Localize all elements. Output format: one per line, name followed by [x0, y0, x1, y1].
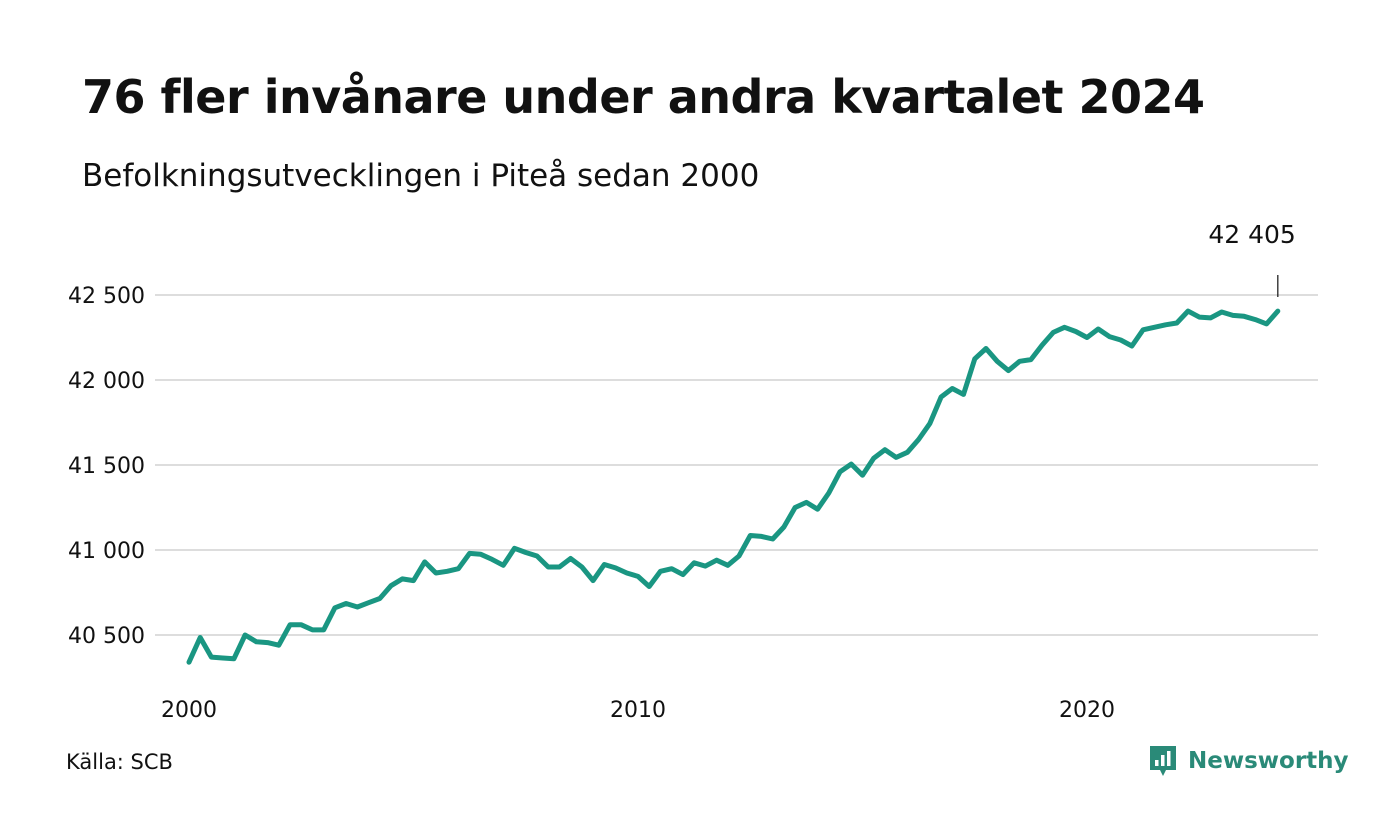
series-line [186, 308, 1281, 665]
brand-name: Newsworthy [1188, 748, 1349, 774]
chart-subtitle: Befolkningsutvecklingen i Piteå sedan 20… [82, 158, 760, 194]
y-axis-ticks: 40 500 41 000 41 500 42 000 42 500 [68, 284, 145, 649]
x-tick-label: 2020 [1059, 698, 1115, 723]
grid-layer [155, 294, 1318, 636]
y-tick-label: 41 000 [68, 539, 145, 564]
annotation-label: 42 405 [1208, 220, 1295, 249]
source-note: Källa: SCB [66, 750, 173, 774]
chart-title: 76 fler invånare under andra kvartalet 2… [82, 70, 1205, 124]
y-tick-label: 40 500 [68, 624, 145, 649]
y-tick-label: 42 000 [68, 369, 145, 394]
newsworthy-logo-icon [1150, 746, 1176, 776]
x-tick-label: 2000 [161, 698, 217, 723]
x-axis-ticks: 2000 2010 2020 [161, 698, 1115, 723]
annotation-layer: 42 405 [1208, 220, 1296, 297]
y-tick-label: 42 500 [68, 284, 145, 309]
x-tick-label: 2010 [610, 698, 666, 723]
series-layer [186, 308, 1281, 665]
y-tick-label: 41 500 [68, 454, 145, 479]
brand[interactable]: Newsworthy [1148, 744, 1349, 778]
